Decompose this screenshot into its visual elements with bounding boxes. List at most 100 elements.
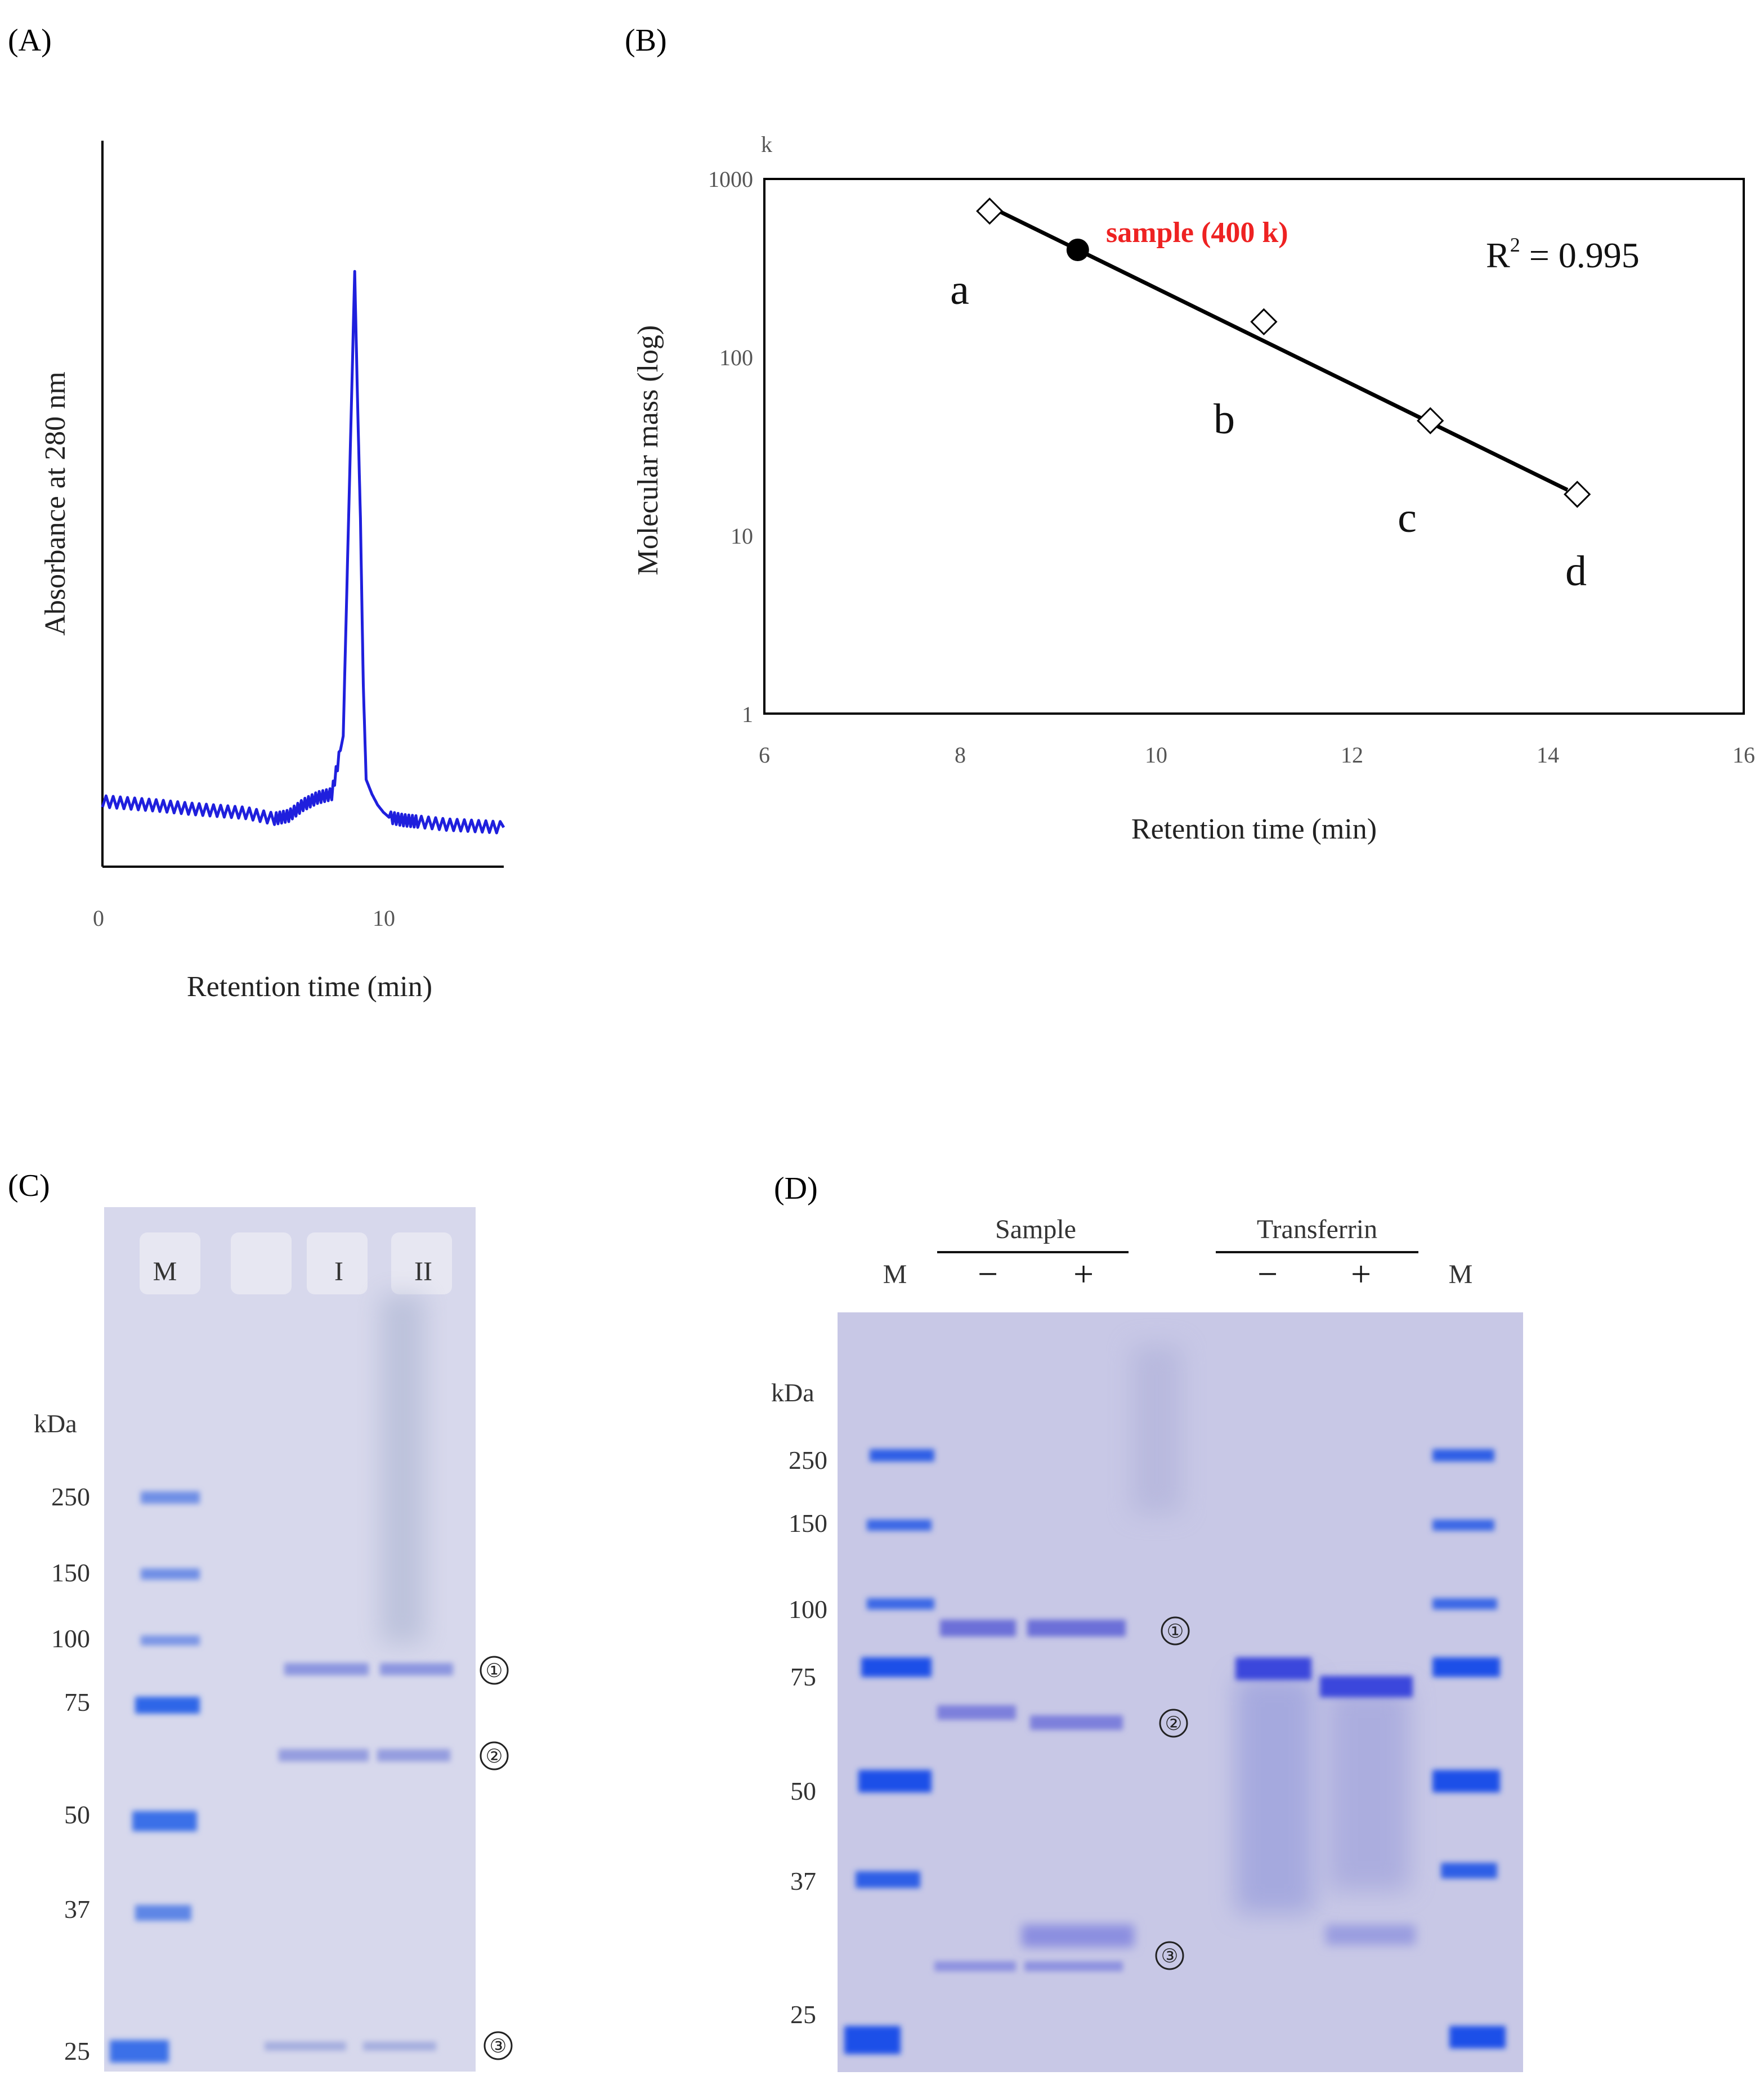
- panel-d-smear: [1235, 1677, 1314, 1913]
- panel-d-band-marker: [1161, 1616, 1190, 1646]
- panel-a-label: (A): [8, 23, 52, 58]
- panel-d-sample-band: [937, 1705, 1016, 1720]
- panel-c-marker-label: 100: [51, 1624, 90, 1653]
- panel-b-y-tick: 10: [731, 523, 753, 549]
- panel-c-well: [140, 1232, 200, 1294]
- panel-d-marker-band: [867, 1598, 934, 1610]
- panel-d-marker-band: [1432, 1449, 1494, 1462]
- panel-d-marker-band: [856, 1871, 920, 1888]
- panel-d-transferrin-band: [1326, 1925, 1416, 1945]
- panel-c-marker-band: [141, 1491, 200, 1504]
- panel-a-x-label: Retention time (min): [187, 971, 432, 1003]
- panel-d-label: (D): [774, 1171, 818, 1206]
- panel-b-sample-label: sample (400 k): [1106, 217, 1288, 249]
- panel-d-band-marker: [1155, 1941, 1184, 1970]
- panel-c-band-marker: [480, 1656, 509, 1685]
- panel-c-marker-label: 50: [64, 1800, 90, 1829]
- panel-c-band-label: ③: [490, 2036, 507, 2057]
- panel-b-x-tick: 6: [759, 742, 770, 768]
- panel-c-lane-label: I: [334, 1257, 343, 1286]
- panel-b-y-tick: 1000: [708, 167, 753, 192]
- panel-d-sample-band: [1022, 1925, 1134, 1947]
- panel-c-sample-band: [363, 2042, 436, 2051]
- panel-c-well: [231, 1232, 292, 1294]
- panel-d-group-label: Transferrin: [1257, 1214, 1377, 1244]
- panel-d-lane-label: M: [1449, 1259, 1473, 1289]
- panel-d-marker-band: [867, 1519, 932, 1531]
- panel-c-band-label: ②: [486, 1746, 503, 1767]
- panel-b-std-label: d: [1565, 548, 1587, 595]
- panel-d-group-label: Sample: [995, 1214, 1076, 1244]
- panel-d-smear: [1328, 1688, 1410, 1891]
- panel-d-sample-band: [1024, 1961, 1123, 1971]
- panel-d-marker-band: [858, 1770, 932, 1792]
- panel-d-band-marker: [1159, 1709, 1188, 1738]
- panel-b-y-unit: k: [761, 132, 772, 157]
- panel-c-marker-label: 75: [64, 1688, 90, 1716]
- panel-d-unit: kDa: [771, 1378, 814, 1407]
- panel-d-band-label: ②: [1165, 1714, 1182, 1734]
- panel-d-sample-band: [1027, 1620, 1126, 1637]
- panel-b-std-label: b: [1214, 396, 1235, 443]
- panel-d-gel: Sample Transferrin M − + − + M: [771, 1214, 1523, 2072]
- panel-c-marker-label: 250: [51, 1482, 90, 1511]
- panel-b-x-label: Retention time (min): [1131, 813, 1377, 845]
- panel-b-y-tick: 100: [719, 345, 753, 370]
- panel-b-std-label: a: [950, 266, 969, 313]
- panel-d-lane-label: −: [1257, 1254, 1278, 1294]
- panel-c-sample-band: [265, 2042, 346, 2051]
- panel-c-gel: M I II kDa 250 150 100 75 50 37 25 ① ② ③: [34, 1207, 513, 2072]
- panel-c-marker-band: [141, 1568, 200, 1580]
- panel-d-marker-label: 100: [789, 1595, 827, 1624]
- panel-c-smear: [380, 1294, 425, 1643]
- panel-b-label: (B): [625, 23, 667, 58]
- panel-c-band-marker: [480, 1741, 509, 1770]
- panel-d-sample-band: [934, 1961, 1016, 1971]
- panel-d-marker-label: 25: [790, 2000, 816, 2029]
- panel-b-y-tick: 1: [742, 702, 753, 727]
- panel-d-smear: [1131, 1345, 1182, 1514]
- panel-c-well: [391, 1232, 452, 1294]
- panel-c-marker-band: [135, 1905, 191, 1921]
- panel-d-marker-band: [861, 1657, 932, 1677]
- panel-a-x-tick: 0: [93, 905, 104, 931]
- panel-d-marker-label: 37: [790, 1867, 816, 1895]
- panel-a-trace-line: [101, 270, 505, 835]
- panel-b-standard-point: [976, 198, 1004, 225]
- panel-d-marker-label: 250: [789, 1446, 827, 1474]
- panel-d-marker-band: [844, 2026, 901, 2054]
- panel-a-y-label: Absorbance at 280 nm: [39, 371, 71, 635]
- panel-c-band-marker: [483, 2031, 513, 2060]
- panel-a-x-tick: 10: [373, 905, 395, 931]
- panel-d-lane-label: M: [883, 1259, 907, 1289]
- panel-d-lane-label: +: [1073, 1254, 1094, 1294]
- panel-b-x-tick: 10: [1145, 742, 1167, 768]
- panel-c-marker-band: [132, 1811, 197, 1831]
- panel-b-standard-point: [1250, 308, 1278, 335]
- panel-b-points: [976, 198, 1591, 508]
- panel-d-marker-band: [1449, 2026, 1506, 2048]
- panel-b-standard-point: [1564, 481, 1591, 508]
- panel-b-x-tick: 8: [955, 742, 966, 768]
- panel-c-well: [307, 1232, 368, 1294]
- panel-d-transferrin-band: [1235, 1657, 1311, 1680]
- panel-b-x-tick: 12: [1341, 742, 1363, 768]
- panel-c-sample-band: [380, 1663, 453, 1675]
- panel-b-plot-frame: [763, 178, 1745, 715]
- panel-c-lane-label: II: [414, 1257, 432, 1286]
- panel-b-x-tick: 16: [1732, 742, 1755, 768]
- panel-b-x-tick: 14: [1537, 742, 1559, 768]
- panel-d-lane-label: +: [1351, 1254, 1371, 1294]
- panel-d-marker-band: [1441, 1863, 1497, 1879]
- panel-c-marker-band: [110, 2040, 169, 2063]
- panel-a-chart: 0 10 Retention time (min) Absorbance at …: [39, 141, 505, 1003]
- panel-c-sample-band: [284, 1663, 369, 1675]
- panel-c-sample-band: [279, 1749, 369, 1761]
- panel-d-sample-band: [940, 1620, 1016, 1637]
- panel-b-chart: k 1000 100 10 1 6 8 10 12 14 16 Retentio…: [632, 132, 1755, 845]
- panel-b-std-label: c: [1398, 494, 1417, 541]
- panel-d-band-label: ③: [1161, 1946, 1178, 1967]
- panel-c-marker-band: [135, 1697, 200, 1714]
- panel-d-marker-band: [1432, 1770, 1500, 1792]
